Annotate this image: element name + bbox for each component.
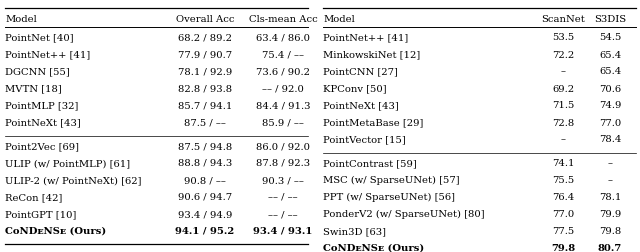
Text: 88.8 / 94.3: 88.8 / 94.3	[178, 159, 232, 168]
Text: PointNet++ [41]: PointNet++ [41]	[5, 50, 90, 59]
Text: 84.4 / 91.3: 84.4 / 91.3	[256, 102, 310, 110]
Text: 72.2: 72.2	[552, 50, 574, 59]
Text: 82.8 / 93.8: 82.8 / 93.8	[178, 84, 232, 93]
Text: 77.9 / 90.7: 77.9 / 90.7	[178, 50, 232, 59]
Text: 87.5 / 94.8: 87.5 / 94.8	[178, 142, 232, 151]
Text: Swin3D [63]: Swin3D [63]	[323, 227, 386, 236]
Text: 54.5: 54.5	[599, 34, 621, 43]
Text: 90.6 / 94.7: 90.6 / 94.7	[178, 193, 232, 202]
Text: 76.4: 76.4	[552, 193, 574, 202]
Text: 74.1: 74.1	[552, 159, 574, 168]
Text: Model: Model	[323, 15, 355, 23]
Text: –– / ––: –– / ––	[268, 210, 298, 219]
Text: PointVector [15]: PointVector [15]	[323, 136, 406, 144]
Text: ULIP (w/ PointMLP) [61]: ULIP (w/ PointMLP) [61]	[5, 159, 130, 168]
Text: 79.8: 79.8	[599, 227, 621, 236]
Text: 90.8 / ––: 90.8 / ––	[184, 176, 226, 185]
Text: Model: Model	[5, 15, 36, 23]
Text: Point2Vec [69]: Point2Vec [69]	[5, 142, 79, 151]
Text: 78.4: 78.4	[599, 136, 621, 144]
Text: 75.5: 75.5	[552, 176, 574, 185]
Text: 72.8: 72.8	[552, 118, 574, 128]
Text: 85.9 / ––: 85.9 / ––	[262, 118, 304, 128]
Text: –: –	[561, 68, 566, 77]
Text: PointNeXt [43]: PointNeXt [43]	[323, 102, 399, 110]
Text: 75.4 / ––: 75.4 / ––	[262, 50, 304, 59]
Text: DGCNN [55]: DGCNN [55]	[5, 68, 70, 77]
Text: 68.2 / 89.2: 68.2 / 89.2	[178, 34, 232, 43]
Text: PointContrast [59]: PointContrast [59]	[323, 159, 417, 168]
Text: 93.4 / 93.1: 93.4 / 93.1	[253, 227, 313, 236]
Text: MVTN [18]: MVTN [18]	[5, 84, 61, 93]
Text: 69.2: 69.2	[552, 84, 574, 93]
Text: Overall Acc: Overall Acc	[176, 15, 234, 23]
Text: KPConv [50]: KPConv [50]	[323, 84, 387, 93]
Text: PointMLP [32]: PointMLP [32]	[5, 102, 78, 110]
Text: 73.6 / 90.2: 73.6 / 90.2	[256, 68, 310, 77]
Text: 78.1: 78.1	[599, 193, 621, 202]
Text: 63.4 / 86.0: 63.4 / 86.0	[256, 34, 310, 43]
Text: PointMetaBase [29]: PointMetaBase [29]	[323, 118, 424, 128]
Text: 79.9: 79.9	[599, 210, 621, 219]
Text: PointNeXt [43]: PointNeXt [43]	[5, 118, 81, 128]
Text: PointGPT [10]: PointGPT [10]	[5, 210, 76, 219]
Text: 80.7: 80.7	[598, 244, 622, 252]
Text: –– / ––: –– / ––	[268, 193, 298, 202]
Text: 77.5: 77.5	[552, 227, 574, 236]
Text: 78.1 / 92.9: 78.1 / 92.9	[178, 68, 232, 77]
Text: PointNet [40]: PointNet [40]	[5, 34, 74, 43]
Text: MinkowskiNet [12]: MinkowskiNet [12]	[323, 50, 420, 59]
Text: 94.1 / 95.2: 94.1 / 95.2	[175, 227, 235, 236]
Text: –: –	[561, 136, 566, 144]
Text: S3DIS: S3DIS	[594, 15, 626, 23]
Text: MSC (w/ SparseUNet) [57]: MSC (w/ SparseUNet) [57]	[323, 176, 460, 185]
Text: ULIP-2 (w/ PointNeXt) [62]: ULIP-2 (w/ PointNeXt) [62]	[5, 176, 141, 185]
Text: 74.9: 74.9	[599, 102, 621, 110]
Text: Cls-mean Acc: Cls-mean Acc	[248, 15, 317, 23]
Text: –: –	[607, 159, 612, 168]
Text: PPT (w/ SparseUNet) [56]: PPT (w/ SparseUNet) [56]	[323, 193, 455, 202]
Text: CᴏNDᴇNSᴇ (Ours): CᴏNDᴇNSᴇ (Ours)	[323, 244, 424, 252]
Text: 77.0: 77.0	[552, 210, 574, 219]
Text: ReCon [42]: ReCon [42]	[5, 193, 62, 202]
Text: 70.6: 70.6	[599, 84, 621, 93]
Text: 93.4 / 94.9: 93.4 / 94.9	[178, 210, 232, 219]
Text: 65.4: 65.4	[599, 50, 621, 59]
Text: 65.4: 65.4	[599, 68, 621, 77]
Text: ScanNet: ScanNet	[541, 15, 585, 23]
Text: 87.8 / 92.3: 87.8 / 92.3	[256, 159, 310, 168]
Text: 79.8: 79.8	[551, 244, 575, 252]
Text: PointNet++ [41]: PointNet++ [41]	[323, 34, 408, 43]
Text: 77.0: 77.0	[599, 118, 621, 128]
Text: 87.5 / ––: 87.5 / ––	[184, 118, 226, 128]
Text: PointCNN [27]: PointCNN [27]	[323, 68, 398, 77]
Text: 86.0 / 92.0: 86.0 / 92.0	[256, 142, 310, 151]
Text: 71.5: 71.5	[552, 102, 574, 110]
Text: 85.7 / 94.1: 85.7 / 94.1	[178, 102, 232, 110]
Text: 53.5: 53.5	[552, 34, 574, 43]
Text: CᴏNDᴇNSᴇ (Ours): CᴏNDᴇNSᴇ (Ours)	[5, 227, 106, 236]
Text: PonderV2 (w/ SparseUNet) [80]: PonderV2 (w/ SparseUNet) [80]	[323, 210, 484, 219]
Text: –: –	[607, 176, 612, 185]
Text: –– / 92.0: –– / 92.0	[262, 84, 304, 93]
Text: 90.3 / ––: 90.3 / ––	[262, 176, 304, 185]
